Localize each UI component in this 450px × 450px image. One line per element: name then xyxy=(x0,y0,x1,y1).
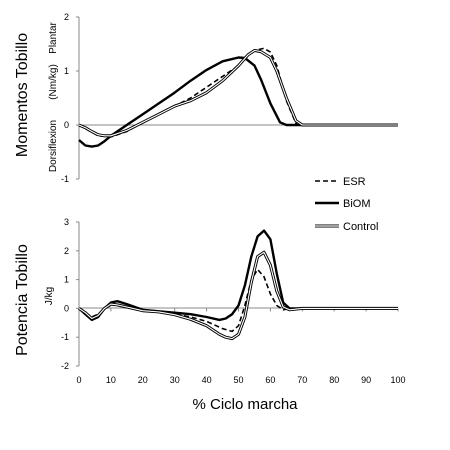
legend-item-control: Control xyxy=(315,221,378,233)
power-ytick-label-0: 3 xyxy=(64,217,69,227)
legend: ESR BiOM Control xyxy=(315,176,378,233)
power-ytick-label-3: 0 xyxy=(64,303,69,313)
power-xtick-label-2: 20 xyxy=(138,375,148,385)
moment-series xyxy=(79,48,398,146)
legend-label-biom: BiOM xyxy=(343,198,371,210)
power-ytick-label-5: -2 xyxy=(61,361,69,371)
power-xtick-label-4: 40 xyxy=(202,375,212,385)
moment-panel: Momentos Tobillo Plantar (Nm/kg) Dorsifl… xyxy=(14,12,398,184)
legend-label-esr: ESR xyxy=(343,176,366,188)
moment-lower-label: Dorsiflexion xyxy=(48,120,59,172)
power-xtick-label-1: 10 xyxy=(106,375,116,385)
moment-ytick-label-0: 2 xyxy=(64,12,69,22)
moment-ytick-label-2: 0 xyxy=(64,120,69,130)
moment-ytick-label-3: -1 xyxy=(61,174,69,184)
power-xtick-label-9: 90 xyxy=(361,375,371,385)
power-ytick-label-2: 1 xyxy=(64,275,69,285)
moment-units-label: (Nm/kg) xyxy=(48,64,59,100)
moment-panel-ylabel: Momentos Tobillo xyxy=(14,33,31,157)
moment-series-control-line-outer xyxy=(79,51,398,136)
power-xtick-label-5: 50 xyxy=(233,375,243,385)
power-xtick-label-0: 0 xyxy=(76,375,81,385)
power-ytick-label-4: -1 xyxy=(61,332,69,342)
power-y-ticks: 3 2 1 0 -1 -2 xyxy=(61,217,79,371)
power-xtick-label-10: 100 xyxy=(390,375,405,385)
power-xtick-label-8: 80 xyxy=(329,375,339,385)
power-xtick-label-3: 30 xyxy=(170,375,180,385)
moment-upper-label: Plantar xyxy=(48,21,59,53)
moment-series-control-line-inner xyxy=(79,51,398,136)
power-series xyxy=(79,231,398,339)
moment-series-biom-line xyxy=(79,58,398,147)
moment-ytick-label-1: 1 xyxy=(64,66,69,76)
legend-item-esr: ESR xyxy=(315,176,366,188)
moment-y-ticks: 2 1 0 -1 xyxy=(61,12,79,184)
power-panel-ylabel: Potencia Tobillo xyxy=(14,244,31,356)
power-xtick-label-7: 70 xyxy=(297,375,307,385)
legend-label-control: Control xyxy=(343,221,378,233)
power-ytick-label-1: 2 xyxy=(64,246,69,256)
power-xtick-label-6: 60 xyxy=(265,375,275,385)
legend-item-biom: BiOM xyxy=(315,198,371,210)
x-axis-label: % Ciclo marcha xyxy=(192,396,298,413)
power-series-esr-line xyxy=(79,270,398,332)
power-units-label: J/kg xyxy=(44,287,55,305)
